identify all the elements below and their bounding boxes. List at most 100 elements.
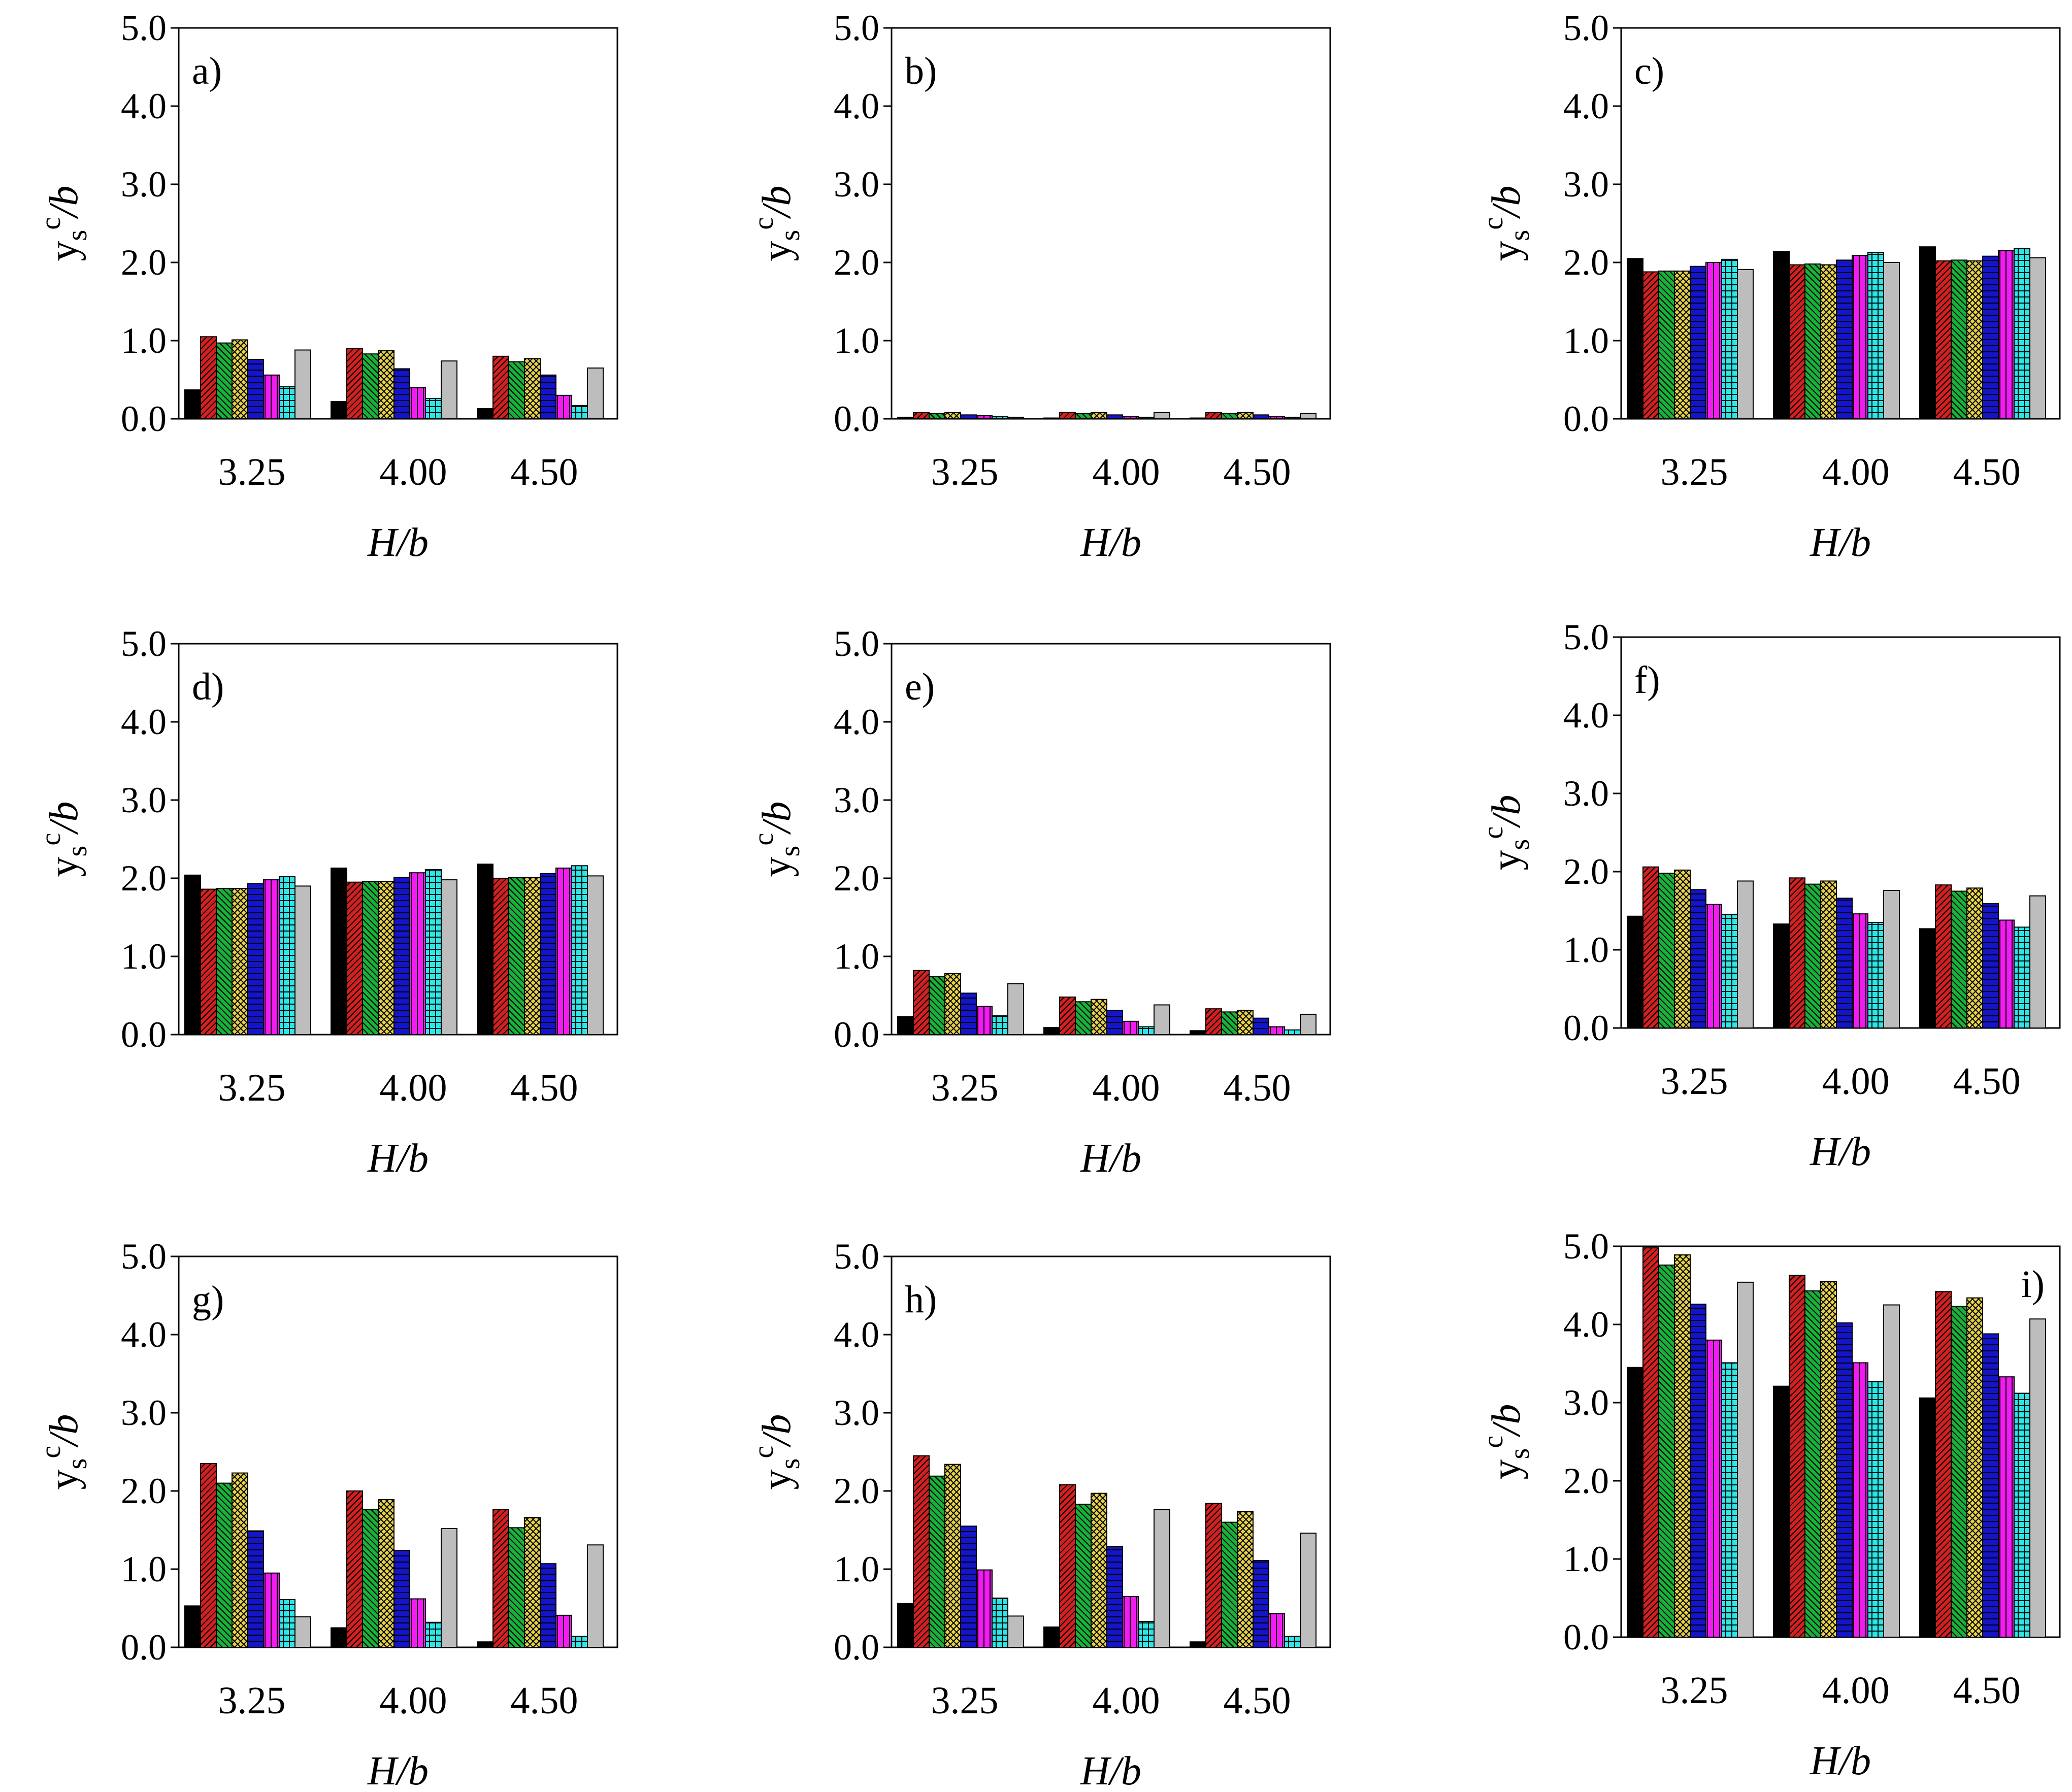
panel-f: 0.0 1.0 2.0 3.0 4.0 5.0 ysc/b 3.25 4.00 4.50 H/b f) bbox=[1442, 617, 2061, 1174]
bar bbox=[1106, 1546, 1123, 1648]
bar bbox=[1237, 412, 1254, 419]
bar bbox=[2029, 895, 2046, 1028]
bar bbox=[1007, 983, 1024, 1036]
bar bbox=[1737, 269, 1754, 419]
bar bbox=[409, 1598, 426, 1648]
y-tick-label: 3.0 bbox=[121, 164, 167, 205]
panel-label: i) bbox=[2021, 1263, 2045, 1306]
panel-label: d) bbox=[192, 666, 224, 708]
x-category-label: 4.00 bbox=[1093, 1067, 1160, 1109]
x-axis-title: H/b bbox=[1810, 1739, 1871, 1783]
bar bbox=[1690, 1303, 1706, 1638]
y-tick-label: 5.0 bbox=[834, 1236, 879, 1277]
bar bbox=[897, 1016, 914, 1036]
x-category-label: 4.00 bbox=[1093, 451, 1160, 493]
bar bbox=[1820, 880, 1837, 1028]
bar bbox=[587, 1544, 604, 1648]
bar bbox=[1075, 1001, 1092, 1036]
panel-label: a) bbox=[192, 50, 222, 92]
x-category-label: 4.50 bbox=[1224, 1679, 1291, 1722]
bar bbox=[1059, 412, 1076, 419]
bar bbox=[362, 353, 379, 419]
bar bbox=[1721, 914, 1738, 1029]
bar bbox=[1919, 246, 1936, 419]
bar bbox=[1237, 1511, 1254, 1648]
bar bbox=[1221, 1011, 1238, 1036]
bar bbox=[555, 1614, 572, 1648]
y-axis-label: ysc/b bbox=[748, 186, 806, 261]
y-tick-label: 4.0 bbox=[1563, 1304, 1609, 1345]
bar bbox=[200, 336, 217, 419]
panel-h: 0.0 1.0 2.0 3.0 4.0 5.0 ysc/b 3.25 4.00 4.50 H/b h) bbox=[713, 1236, 1331, 1792]
bar bbox=[1007, 1615, 1024, 1648]
panel-e: 0.0 1.0 2.0 3.0 4.0 5.0 ysc/b 3.25 4.00 4.50 H/b e) bbox=[713, 623, 1331, 1181]
bar bbox=[1300, 1013, 1317, 1036]
bar bbox=[1935, 1291, 1952, 1638]
x-category-label: 4.50 bbox=[511, 1067, 578, 1109]
bar bbox=[992, 1597, 1008, 1648]
y-axis-label: ysc/b bbox=[1477, 1404, 1535, 1480]
chart-a: 0.0 1.0 2.0 3.0 4.0 5.0 ysc/b 3.25 4.00 4.50 H/b a) bbox=[35, 8, 618, 565]
bar bbox=[1237, 1010, 1254, 1036]
x-category-label: 4.50 bbox=[1224, 1067, 1291, 1109]
bar bbox=[1658, 873, 1675, 1028]
bar bbox=[492, 878, 509, 1035]
bar bbox=[1982, 255, 1999, 419]
bar bbox=[2029, 1318, 2046, 1638]
bar bbox=[1221, 413, 1238, 419]
x-category-label: 3.25 bbox=[931, 451, 999, 493]
y-axis-label: ysc/b bbox=[748, 802, 806, 877]
y-tick-label: 2.0 bbox=[121, 1471, 167, 1511]
bar bbox=[425, 397, 442, 420]
x-axis-title: H/b bbox=[1080, 1136, 1141, 1181]
bar bbox=[1642, 271, 1659, 419]
y-tick-label: 3.0 bbox=[1563, 773, 1609, 814]
bar bbox=[279, 876, 295, 1035]
y-tick-label: 0.0 bbox=[834, 399, 879, 439]
chart-f: 0.0 1.0 2.0 3.0 4.0 5.0 ysc/b 3.25 4.00 4.50 H/b f) bbox=[1477, 617, 2061, 1174]
y-tick-label: 1.0 bbox=[1563, 320, 1609, 361]
bar bbox=[1966, 260, 1983, 419]
chart-i: 0.0 1.0 2.0 3.0 4.0 5.0 ysc/b 3.25 4.00 4.50 H/b i) bbox=[1477, 1226, 2061, 1783]
bar bbox=[976, 415, 993, 420]
bar bbox=[913, 412, 930, 419]
bar bbox=[1883, 262, 1900, 419]
bar bbox=[441, 879, 457, 1035]
y-tick-label: 2.0 bbox=[1563, 851, 1609, 892]
bar bbox=[1737, 1281, 1754, 1638]
y-tick-label: 4.0 bbox=[834, 702, 879, 742]
x-category-label: 3.25 bbox=[218, 1067, 286, 1109]
bar bbox=[263, 879, 280, 1035]
bar bbox=[247, 1530, 264, 1648]
bar bbox=[1867, 922, 1884, 1028]
bar bbox=[1253, 1017, 1269, 1035]
y-tick-label: 0.0 bbox=[121, 1014, 167, 1055]
bar bbox=[1205, 1008, 1222, 1035]
bar bbox=[1867, 251, 1884, 419]
bar bbox=[1804, 1290, 1821, 1638]
y-tick-label: 4.0 bbox=[121, 702, 167, 742]
chart-h: 0.0 1.0 2.0 3.0 4.0 5.0 ysc/b 3.25 4.00 4.50 H/b h) bbox=[748, 1236, 1331, 1792]
plot-frame bbox=[891, 27, 1331, 420]
bar bbox=[1951, 890, 1967, 1028]
x-category-label: 4.00 bbox=[380, 1067, 447, 1109]
y-tick-label: 5.0 bbox=[121, 8, 167, 48]
panel-label: h) bbox=[905, 1278, 937, 1321]
bar bbox=[184, 1605, 201, 1648]
bar bbox=[1883, 889, 1900, 1029]
bar bbox=[1820, 264, 1837, 419]
bar bbox=[524, 1517, 541, 1648]
bar bbox=[1674, 1254, 1691, 1638]
x-axis-title: H/b bbox=[367, 1136, 429, 1181]
bar bbox=[1154, 412, 1170, 419]
y-tick-label: 0.0 bbox=[1563, 1617, 1609, 1657]
bar bbox=[1205, 1503, 1222, 1648]
bar bbox=[1773, 251, 1790, 419]
bar bbox=[587, 367, 604, 420]
panel-d: 0.0 1.0 2.0 3.0 4.0 5.0 ysc/b 3.25 4.00 4.50 H/b d) bbox=[0, 623, 618, 1181]
bar bbox=[477, 1641, 494, 1648]
y-tick-label: 4.0 bbox=[1563, 695, 1609, 736]
bar bbox=[571, 405, 588, 420]
y-tick-label: 1.0 bbox=[121, 936, 167, 977]
bar bbox=[1138, 1026, 1155, 1035]
